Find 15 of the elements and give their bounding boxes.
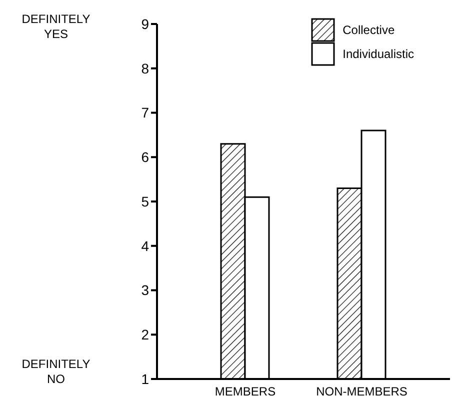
- x-tick-label: NON-MEMBERS: [316, 384, 408, 399]
- y-tick-label: 1: [141, 370, 150, 387]
- y-tick-label: 3: [141, 282, 150, 298]
- text: DEFINITELY NO: [20, 357, 92, 387]
- y-tick-label: 9: [141, 16, 150, 32]
- x-tick-label: MEMBERS: [214, 384, 276, 399]
- y-tick-label: 6: [141, 149, 150, 166]
- text: DEFINITELY YES: [20, 12, 92, 42]
- y-tick-label: 7: [141, 104, 150, 121]
- legend-label: Collective: [342, 23, 395, 37]
- y-tick-label: 5: [141, 193, 150, 210]
- y-tick-label: 8: [141, 60, 150, 76]
- y-tick-label: 2: [141, 326, 150, 343]
- y-tick-label: 4: [141, 238, 150, 254]
- legend-label: Individualistic: [342, 47, 414, 61]
